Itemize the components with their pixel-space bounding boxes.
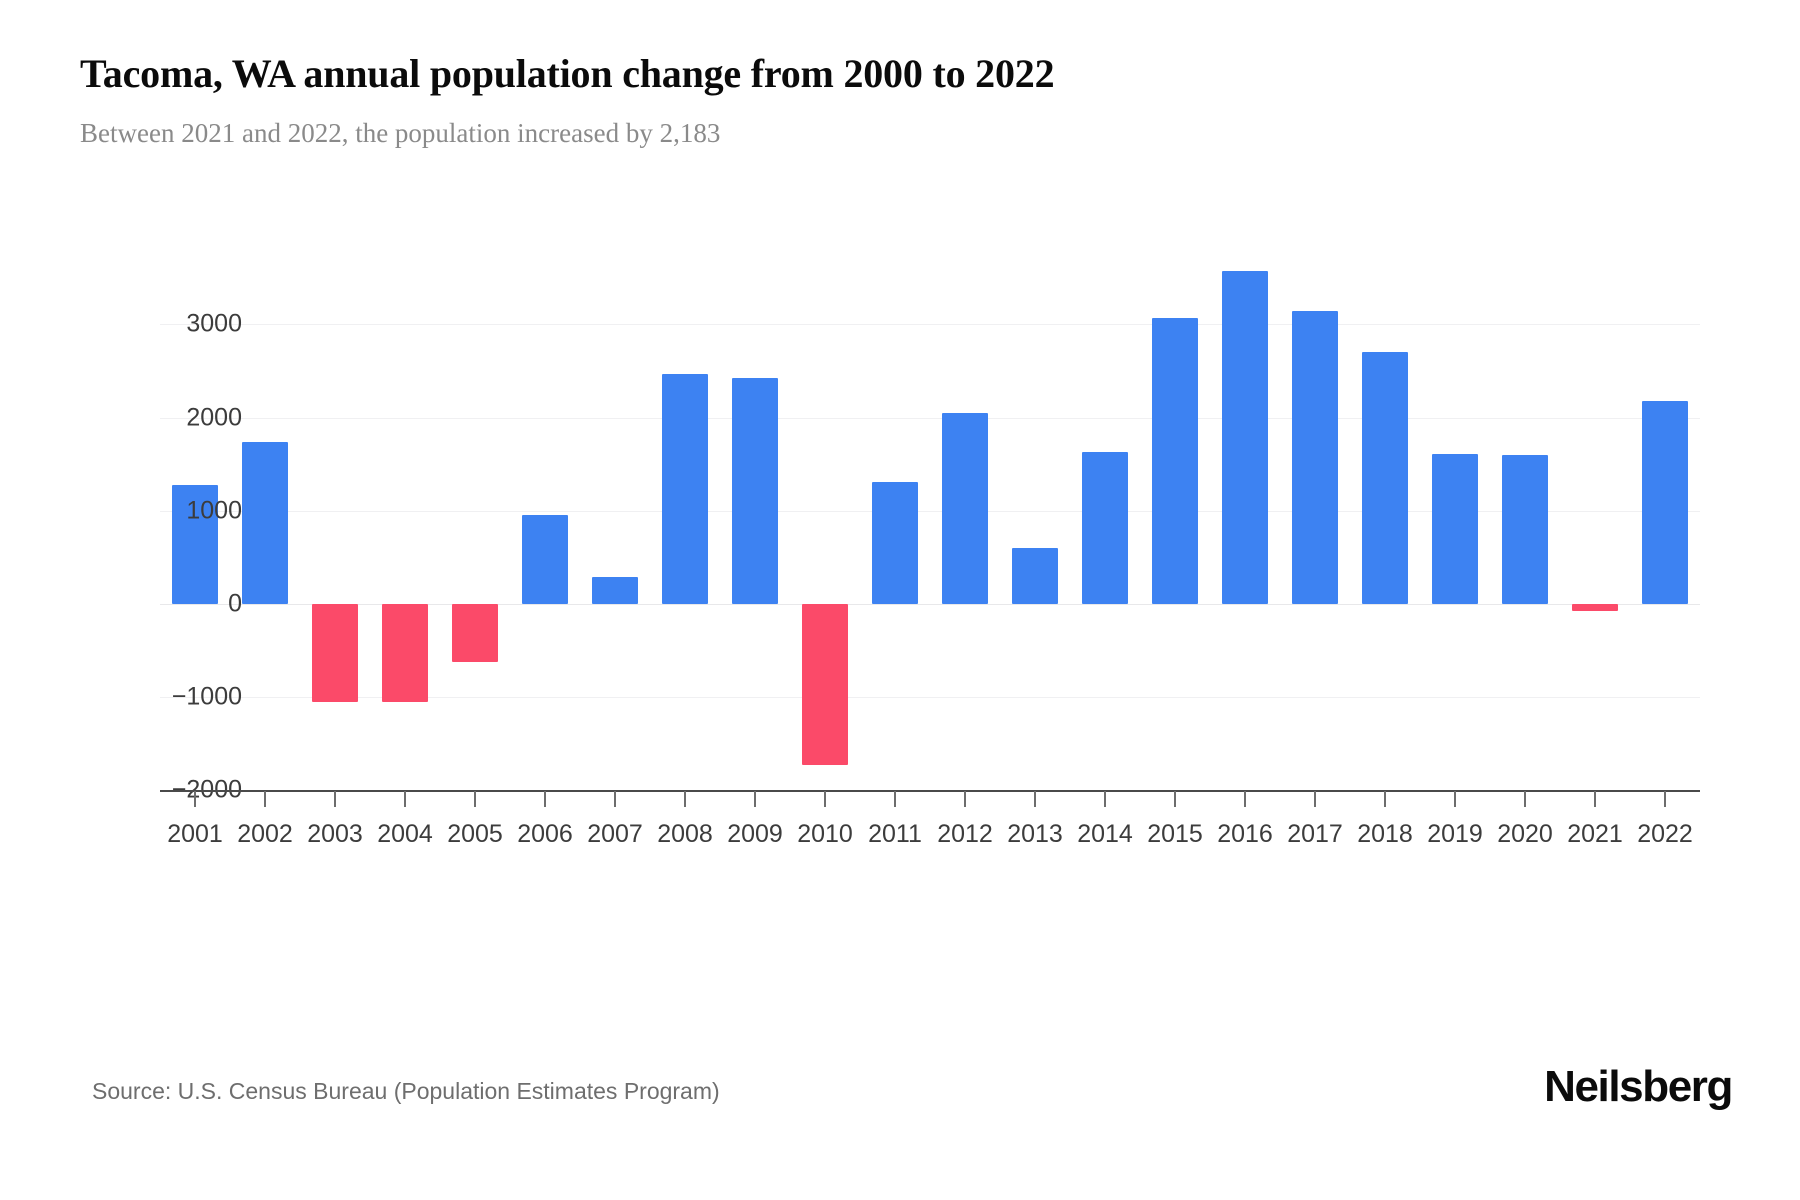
bar-2005[interactable] xyxy=(451,603,499,663)
x-axis-tick xyxy=(474,791,476,807)
x-axis-tick xyxy=(1594,791,1596,807)
x-axis-tick-label: 2016 xyxy=(1217,820,1273,848)
x-axis-tick xyxy=(1174,791,1176,807)
bar-2016[interactable] xyxy=(1221,271,1269,604)
x-axis-tick-label: 2006 xyxy=(517,820,573,848)
bar-2012[interactable] xyxy=(941,412,989,604)
bar-2010[interactable] xyxy=(801,603,849,765)
x-axis-tick xyxy=(684,791,686,807)
x-axis-tick-label: 2002 xyxy=(237,820,293,848)
x-axis-tick-label: 2008 xyxy=(657,820,713,848)
bar-2017[interactable] xyxy=(1291,310,1339,604)
bar-2013[interactable] xyxy=(1011,547,1059,604)
x-axis-tick xyxy=(1384,791,1386,807)
x-axis-tick xyxy=(1524,791,1526,807)
x-axis-tick-label: 2009 xyxy=(727,820,783,848)
x-axis-tick-label: 2013 xyxy=(1007,820,1063,848)
x-axis-tick-label: 2020 xyxy=(1497,820,1553,848)
x-axis-tick xyxy=(1664,791,1666,807)
bar-2008[interactable] xyxy=(661,373,709,604)
bar-2022[interactable] xyxy=(1641,400,1689,604)
bar-2003[interactable] xyxy=(311,603,359,703)
bar-2014[interactable] xyxy=(1081,452,1129,604)
x-axis-tick-label: 2018 xyxy=(1357,820,1413,848)
chart-subtitle: Between 2021 and 2022, the population in… xyxy=(80,118,721,148)
x-axis-tick xyxy=(1034,791,1036,807)
gridline xyxy=(160,324,1700,326)
x-axis-tick xyxy=(754,791,756,807)
x-axis-tick xyxy=(1104,791,1106,807)
bar-2020[interactable] xyxy=(1501,454,1549,604)
y-axis-tick-label: 3000 xyxy=(186,309,242,338)
y-axis-tick-label: 0 xyxy=(228,589,242,618)
y-axis-tick-label: 1000 xyxy=(186,496,242,525)
gridline xyxy=(160,696,1700,698)
x-axis-tick-label: 2007 xyxy=(587,820,643,848)
x-axis-tick-label: 2003 xyxy=(307,820,363,848)
zero-gridline xyxy=(160,603,1700,606)
y-axis-tick-label: 2000 xyxy=(186,403,242,432)
gridline xyxy=(160,417,1700,419)
bar-2015[interactable] xyxy=(1151,317,1199,604)
x-axis-tick xyxy=(614,791,616,807)
x-axis-tick-label: 2019 xyxy=(1427,820,1483,848)
bar-2004[interactable] xyxy=(381,603,429,702)
x-axis-tick xyxy=(824,791,826,807)
bar-2006[interactable] xyxy=(521,515,569,604)
x-axis-tick-label: 2001 xyxy=(167,820,223,848)
x-axis-tick xyxy=(1314,791,1316,807)
x-axis-tick xyxy=(964,791,966,807)
x-axis-tick-label: 2022 xyxy=(1637,820,1693,848)
x-axis-tick xyxy=(1244,791,1246,807)
gridline xyxy=(160,510,1700,512)
x-axis-tick xyxy=(264,791,266,807)
y-axis-tick-label: −1000 xyxy=(171,682,242,711)
bar-2011[interactable] xyxy=(871,481,919,604)
x-axis-tick xyxy=(894,791,896,807)
x-axis-tick xyxy=(544,791,546,807)
plot-area xyxy=(160,250,1700,791)
x-axis-tick-label: 2021 xyxy=(1567,820,1623,848)
brand-logo: Neilsberg xyxy=(1544,1062,1733,1111)
y-axis-tick-label: −2000 xyxy=(171,775,242,804)
bar-2007[interactable] xyxy=(591,576,639,604)
x-axis-tick-label: 2004 xyxy=(377,820,433,848)
bars-group xyxy=(160,250,1700,790)
x-axis-line xyxy=(160,790,1700,792)
source-note: Source: U.S. Census Bureau (Population E… xyxy=(92,1078,720,1104)
bar-2018[interactable] xyxy=(1361,352,1409,604)
x-axis-tick xyxy=(1454,791,1456,807)
x-axis-tick xyxy=(404,791,406,807)
page-title: Tacoma, WA annual population change from… xyxy=(80,51,1055,96)
x-axis-tick-label: 2012 xyxy=(937,820,993,848)
bar-2019[interactable] xyxy=(1431,453,1479,604)
x-axis-tick-label: 2014 xyxy=(1077,820,1133,848)
bar-2002[interactable] xyxy=(241,441,289,604)
bar-2009[interactable] xyxy=(731,378,779,604)
x-axis-tick-label: 2010 xyxy=(797,820,853,848)
x-axis-tick-label: 2015 xyxy=(1147,820,1203,848)
bar-2021[interactable] xyxy=(1571,603,1619,612)
x-axis-tick-label: 2011 xyxy=(868,820,922,848)
x-axis-tick-label: 2005 xyxy=(447,820,503,848)
bar-2001[interactable] xyxy=(171,484,219,604)
x-axis-tick xyxy=(334,791,336,807)
x-axis-tick-label: 2017 xyxy=(1287,820,1343,848)
x-axis-tick xyxy=(194,791,196,807)
